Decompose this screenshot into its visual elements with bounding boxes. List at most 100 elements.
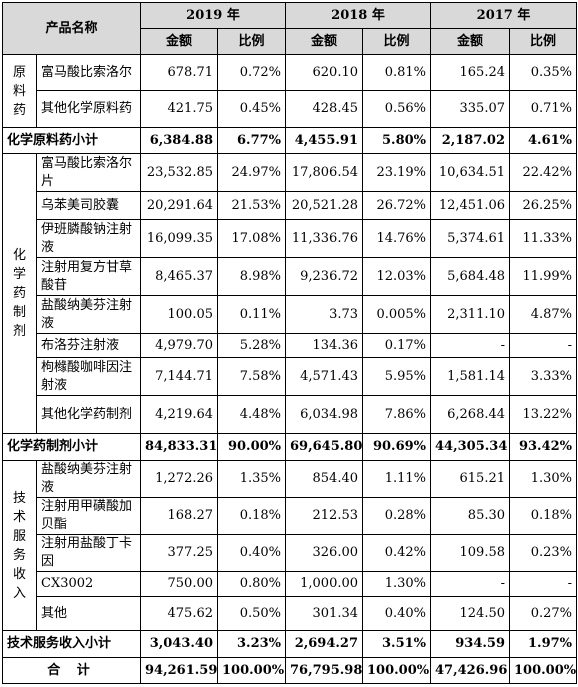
product-name-cell: 富马酸比索洛尔片 — [35, 153, 142, 192]
category-label: 原料药 — [12, 64, 26, 118]
product-name-cell: 乌苯美司胶囊 — [35, 191, 142, 220]
product-name-cell: 富马酸比索洛尔 — [35, 54, 142, 91]
ratio-cell: 24.97% — [217, 153, 287, 192]
ratio-cell: 3.23% — [217, 630, 287, 658]
ratio-cell: 100.00% — [362, 657, 432, 684]
table-row: 原料药 富马酸比索洛尔 678.71 0.72% 620.10 0.81% 165.24 0.… — [2, 54, 578, 128]
ratio-cell: 6.77% — [217, 127, 287, 154]
table-row: 注射用复方甘草酸苷 8,465.37 8.98% 9,236.72 12.03% 5,68… — [3, 257, 578, 296]
ratio-cell: 1.30% — [362, 571, 432, 597]
ratio-cell: 1.11% — [362, 460, 432, 498]
amount-cell: 4,979.70 — [140, 333, 219, 358]
amount-cell: 9,236.72 — [285, 257, 364, 296]
year-header: 2019 年 — [140, 2, 287, 29]
ratio-cell: 0.56% — [362, 90, 432, 128]
amount-cell: 6,034.98 — [285, 395, 364, 434]
amount-cell: 6,384.88 — [140, 127, 219, 154]
ratio-cell: 0.42% — [362, 534, 432, 572]
amount-cell: 3.73 — [285, 295, 364, 334]
ratio-cell: 0.17% — [362, 333, 432, 358]
ratio-cell: 0.18% — [217, 497, 287, 535]
ratio-cell: - — [509, 571, 578, 597]
amount-cell: 428.45 — [285, 90, 364, 128]
ratio-cell: 100.00% — [509, 657, 578, 684]
ratio-cell: 1.30% — [509, 460, 578, 498]
amount-cell: 20,521.28 — [285, 191, 364, 220]
ratio-cell: 0.18% — [509, 497, 578, 535]
ratio-cell: 0.11% — [217, 295, 287, 334]
total-label: 合 计 — [1, 657, 142, 684]
ratio-cell: 11.99% — [509, 257, 578, 296]
ratio-cell: 5.80% — [362, 127, 432, 154]
amount-cell: 678.71 — [140, 54, 219, 91]
product-name-cell: 其他化学原料药 — [35, 90, 142, 128]
amount-cell: 12,451.06 — [430, 191, 511, 220]
ratio-cell: 0.35% — [509, 54, 578, 91]
amount-cell: 2,694.27 — [285, 630, 364, 658]
amount-cell: 4,571.43 — [285, 357, 364, 396]
amount-cell: 8,465.37 — [140, 257, 219, 296]
amount-cell: - — [430, 333, 511, 358]
product-name-cell: 注射用甲磺酸加贝酯 — [35, 497, 142, 535]
amount-cell: 620.10 — [285, 54, 364, 91]
table-row: 其他化学原料药 421.75 0.45% 428.45 0.56% 335.07 0.71% — [3, 90, 578, 128]
ratio-cell: 5.95% — [362, 357, 432, 396]
ratio-cell: 4.61% — [509, 127, 578, 154]
amount-cell: 377.25 — [140, 534, 219, 572]
year-header: 2017 年 — [430, 2, 578, 29]
amount-cell: 1,000.00 — [285, 571, 364, 597]
amount-cell: 335.07 — [430, 90, 511, 128]
ratio-cell: 17.08% — [217, 219, 287, 258]
header-row-columns: 金额 比例 金额 比例 金额 比例 — [3, 28, 578, 55]
table-row: 注射用盐酸丁卡因 377.25 0.40% 326.00 0.42% 109.58 0.23… — [3, 534, 578, 572]
ratio-cell: 0.81% — [362, 54, 432, 91]
category-cell: 化学药制剂 — [2, 153, 37, 434]
ratio-cell: 12.03% — [362, 257, 432, 296]
ratio-cell: 21.53% — [217, 191, 287, 220]
subtotal-label: 技术服务收入小计 — [1, 630, 142, 658]
amount-cell: 4,219.64 — [140, 395, 219, 434]
table-row: 乌苯美司胶囊 20,291.64 21.53% 20,521.28 26.72% 12,4… — [3, 191, 578, 220]
amount-cell: 6,268.44 — [430, 395, 511, 434]
category-cell: 原料药 — [2, 54, 37, 128]
amount-cell: 934.59 — [430, 630, 511, 658]
ratio-cell: 4.87% — [509, 295, 578, 334]
ratio-cell: - — [509, 333, 578, 358]
ratio-cell: 7.86% — [362, 395, 432, 434]
amount-cell: 615.21 — [430, 460, 511, 498]
amount-cell: 124.50 — [430, 596, 511, 631]
ratio-cell: 7.58% — [217, 357, 287, 396]
subtotal-row: 技术服务收入小计 3,043.40 3.23% 2,694.27 3.51% 934.59… — [1, 630, 578, 658]
product-name-cell: 注射用盐酸丁卡因 — [35, 534, 142, 572]
ratio-cell: 100.00% — [217, 657, 287, 684]
product-name-cell: 注射用复方甘草酸苷 — [35, 257, 142, 296]
ratio-cell: 11.33% — [509, 219, 578, 258]
table-row: 枸橼酸咖啡因注射液 7,144.71 7.58% 4,571.43 5.95% 1,581… — [3, 357, 578, 396]
table-row: 化学药制剂 富马酸比索洛尔片 23,532.85 24.97% 17,806.54 23.… — [2, 153, 578, 434]
ratio-cell: 0.50% — [217, 596, 287, 631]
ratio-cell: 22.42% — [509, 153, 578, 192]
ratio-cell: 0.72% — [217, 54, 287, 91]
ratio-cell: 0.40% — [362, 596, 432, 631]
amount-cell: 1,581.14 — [430, 357, 511, 396]
amount-cell: 69,645.80 — [285, 433, 364, 461]
amount-cell: 11,336.76 — [285, 219, 364, 258]
amount-header: 金额 — [140, 28, 219, 55]
ratio-cell: 0.28% — [362, 497, 432, 535]
amount-cell: 854.40 — [285, 460, 364, 498]
amount-cell: 16,099.35 — [140, 219, 219, 258]
amount-cell: 5,374.61 — [430, 219, 511, 258]
ratio-cell: 93.42% — [509, 433, 578, 461]
ratio-cell: 1.97% — [509, 630, 578, 658]
ratio-cell: 4.48% — [217, 395, 287, 434]
amount-cell: 475.62 — [140, 596, 219, 631]
amount-cell: 2,187.02 — [430, 127, 511, 154]
ratio-cell: 1.35% — [217, 460, 287, 498]
ratio-cell: 3.33% — [509, 357, 578, 396]
ratio-cell: 23.19% — [362, 153, 432, 192]
amount-cell: 212.53 — [285, 497, 364, 535]
ratio-cell: 0.23% — [509, 534, 578, 572]
amount-cell: 2,311.10 — [430, 295, 511, 334]
table-row: CX3002 750.00 0.80% 1,000.00 1.30% - - — [3, 571, 578, 597]
